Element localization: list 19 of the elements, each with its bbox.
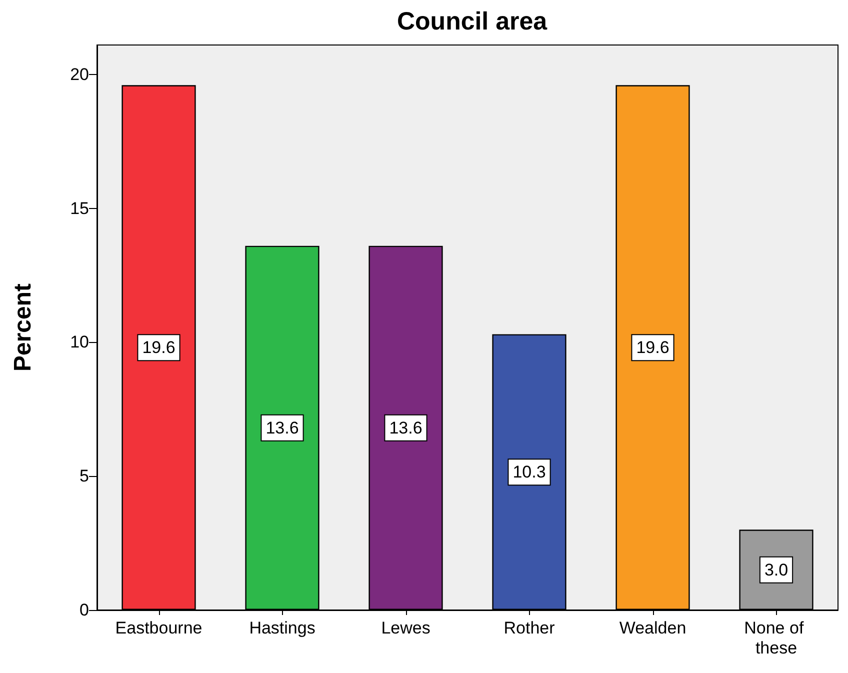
x-tick-label: Eastbourne <box>115 618 202 638</box>
chart-title: Council area <box>396 8 548 36</box>
x-tick-label: Hastings <box>249 618 316 638</box>
data-label: 19.6 <box>636 338 670 358</box>
x-tick-label: None of these <box>744 618 808 658</box>
data-label: 3.0 <box>764 560 788 580</box>
x-tick-label: Rother <box>504 618 556 638</box>
y-axis-title: Percent <box>10 283 36 372</box>
data-label: 19.6 <box>142 338 176 358</box>
y-tick-label: 15 <box>70 198 89 218</box>
x-tick-label: Lewes <box>381 618 430 638</box>
data-label: 13.6 <box>266 418 299 438</box>
y-tick-label: 20 <box>70 64 89 84</box>
y-tick-label: 10 <box>70 332 89 352</box>
data-label: 13.6 <box>389 418 422 438</box>
data-label: 10.3 <box>512 462 546 482</box>
x-tick-label: Wealden <box>619 618 686 638</box>
y-tick-label: 5 <box>80 466 89 486</box>
y-tick-label: 0 <box>80 600 89 620</box>
